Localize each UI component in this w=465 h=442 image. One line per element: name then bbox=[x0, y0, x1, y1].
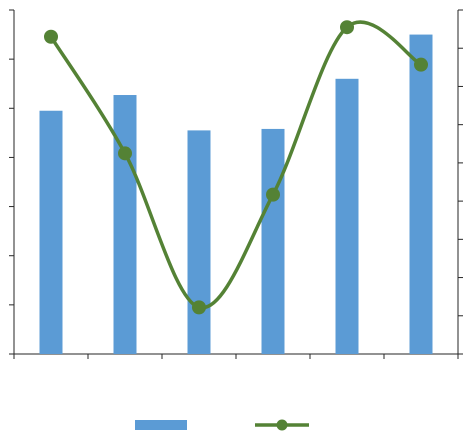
bar bbox=[39, 110, 63, 354]
line-point bbox=[414, 57, 428, 72]
bar bbox=[261, 128, 285, 354]
line-series bbox=[44, 20, 428, 315]
legend bbox=[135, 419, 309, 431]
legend-line-marker bbox=[276, 419, 288, 431]
bar-series bbox=[39, 34, 433, 355]
line-point bbox=[192, 300, 206, 315]
bar bbox=[335, 78, 359, 355]
line-point bbox=[340, 20, 354, 35]
line-point bbox=[266, 187, 280, 202]
axes-group bbox=[9, 9, 463, 359]
bar bbox=[409, 34, 433, 354]
line-point bbox=[118, 146, 132, 161]
bar bbox=[113, 95, 137, 354]
legend-bar-swatch bbox=[135, 420, 187, 430]
line-point bbox=[44, 29, 58, 44]
bar bbox=[187, 130, 211, 354]
